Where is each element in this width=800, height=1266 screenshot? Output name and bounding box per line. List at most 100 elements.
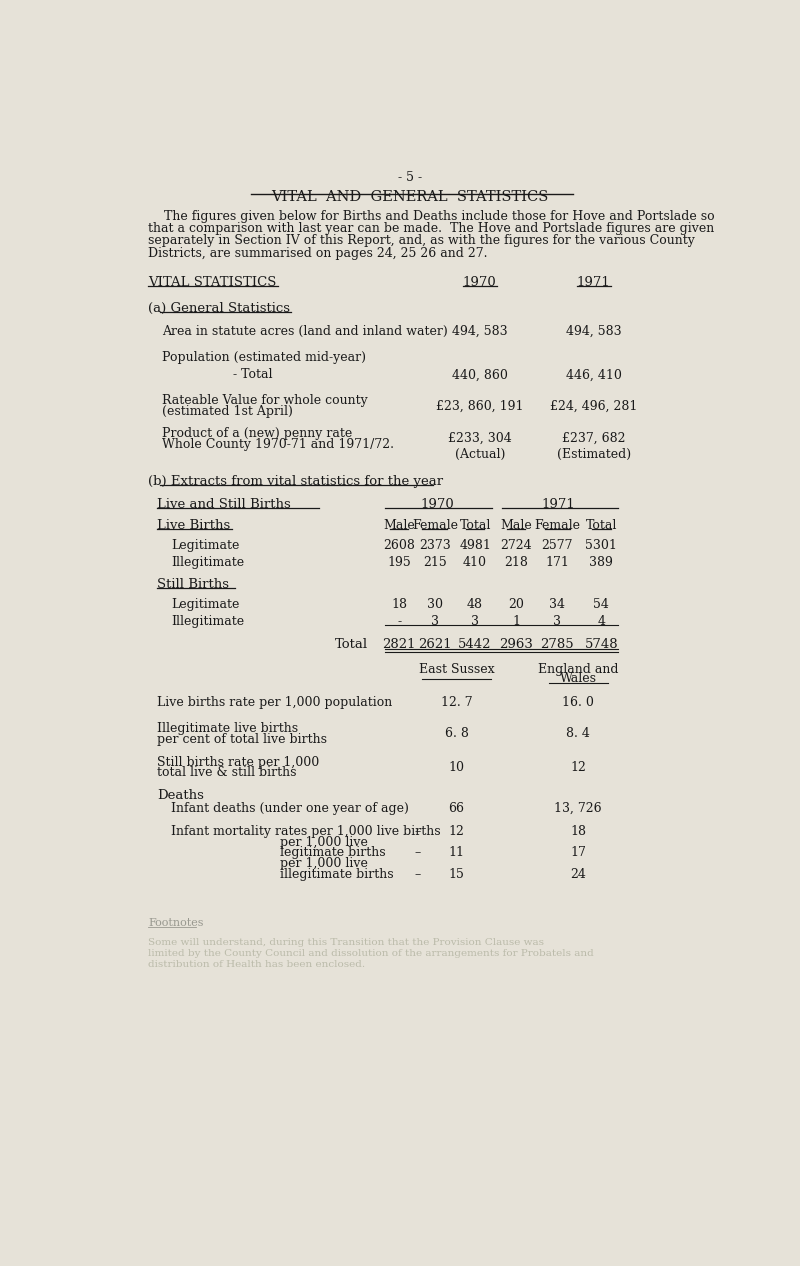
Text: 48: 48 [467,598,483,610]
Text: VITAL  AND  GENERAL  STATISTICS: VITAL AND GENERAL STATISTICS [271,190,549,204]
Text: 2724: 2724 [500,539,532,552]
Text: Female: Female [412,519,458,532]
Text: Deaths: Deaths [158,790,204,803]
Text: 3: 3 [471,615,479,628]
Text: 410: 410 [463,556,487,570]
Text: (b) Extracts from vital statistics for the year: (b) Extracts from vital statistics for t… [148,475,443,487]
Text: Total: Total [459,519,490,532]
Text: 1: 1 [512,615,520,628]
Text: that a comparison with last year can be made.  The Hove and Portslade figures ar: that a comparison with last year can be … [148,222,714,235]
Text: per 1,000 live: per 1,000 live [280,836,368,848]
Text: Still Births: Still Births [158,577,230,591]
Text: 4981: 4981 [459,539,491,552]
Text: 12: 12 [570,761,586,774]
Text: separately in Section IV of this Report, and, as with the figures for the variou: separately in Section IV of this Report,… [148,234,695,247]
Text: Population (estimated mid-year): Population (estimated mid-year) [162,352,366,365]
Text: 2785: 2785 [541,638,574,651]
Text: 16. 0: 16. 0 [562,695,594,709]
Text: 215: 215 [423,556,446,570]
Text: Still births rate per 1,000: Still births rate per 1,000 [158,756,320,768]
Text: –: – [414,847,421,860]
Text: 2621: 2621 [418,638,452,651]
Text: Infant deaths (under one year of age): Infant deaths (under one year of age) [171,801,409,815]
Text: total live & still births: total live & still births [158,766,297,780]
Text: - 5 -: - 5 - [398,171,422,184]
Text: 5301: 5301 [586,539,618,552]
Text: - Total: - Total [233,368,272,381]
Text: 6. 8: 6. 8 [445,727,469,741]
Text: 2577: 2577 [542,539,573,552]
Text: Legitimate: Legitimate [171,539,240,552]
Text: Male: Male [500,519,532,532]
Text: distribution of Health has been enclosed.: distribution of Health has been enclosed… [148,960,365,968]
Text: £233, 304: £233, 304 [448,432,512,446]
Text: £23, 860, 191: £23, 860, 191 [436,400,523,413]
Text: The figures given below for Births and Deaths include those for Hove and Portsla: The figures given below for Births and D… [148,210,714,223]
Text: 54: 54 [594,598,610,610]
Text: 8. 4: 8. 4 [566,727,590,741]
Text: Wales: Wales [560,672,597,685]
Text: 13, 726: 13, 726 [554,801,602,815]
Text: Districts, are summarised on pages 24, 25 26 and 27.: Districts, are summarised on pages 24, 2… [148,247,487,260]
Text: 195: 195 [387,556,411,570]
Text: Illegitimate live births: Illegitimate live births [158,722,298,734]
Text: 18: 18 [570,825,586,838]
Text: 389: 389 [590,556,614,570]
Text: 1970: 1970 [420,498,454,510]
Text: 171: 171 [546,556,569,570]
Text: Rateable Value for whole county: Rateable Value for whole county [162,395,368,408]
Text: (a) General Statistics: (a) General Statistics [148,303,290,315]
Text: per 1,000 live: per 1,000 live [280,857,368,870]
Text: Some will understand, during this Transition that the Provision Clause was: Some will understand, during this Transi… [148,938,544,947]
Text: England and: England and [538,663,618,676]
Text: (estimated 1st April): (estimated 1st April) [162,405,293,418]
Text: 1971: 1971 [577,276,610,289]
Text: –: – [414,868,421,881]
Text: illegitimate births: illegitimate births [280,868,394,881]
Text: Female: Female [534,519,580,532]
Text: 1971: 1971 [542,498,576,510]
Text: legitimate births: legitimate births [280,847,386,860]
Text: 15: 15 [449,868,465,881]
Text: 494, 583: 494, 583 [452,325,507,338]
Text: Total: Total [335,638,368,651]
Text: 2373: 2373 [419,539,450,552]
Text: 2608: 2608 [383,539,415,552]
Text: Live births rate per 1,000 population: Live births rate per 1,000 population [158,695,393,709]
Text: Infant mortality rates per 1,000 live births: Infant mortality rates per 1,000 live bi… [171,825,441,838]
Text: Male: Male [383,519,415,532]
Text: limited by the County Council and dissolution of the arrangements for Probatels : limited by the County Council and dissol… [148,950,594,958]
Text: £237, 682: £237, 682 [562,432,626,446]
Text: VITAL STATISTICS: VITAL STATISTICS [148,276,277,289]
Text: Illegitimate: Illegitimate [171,615,245,628]
Text: Product of a (new) penny rate: Product of a (new) penny rate [162,427,352,439]
Text: –: – [414,825,421,838]
Text: Live and Still Births: Live and Still Births [158,498,291,510]
Text: East Sussex: East Sussex [418,663,494,676]
Text: 440, 860: 440, 860 [452,368,508,381]
Text: 17: 17 [570,847,586,860]
Text: 30: 30 [427,598,443,610]
Text: 18: 18 [391,598,407,610]
Text: Whole County 1970-71 and 1971/72.: Whole County 1970-71 and 1971/72. [162,438,394,451]
Text: 24: 24 [570,868,586,881]
Text: (Estimated): (Estimated) [557,448,630,461]
Text: 4: 4 [598,615,606,628]
Text: 494, 583: 494, 583 [566,325,622,338]
Text: 2821: 2821 [382,638,416,651]
Text: 10: 10 [449,761,465,774]
Text: 11: 11 [449,847,465,860]
Text: 3: 3 [554,615,562,628]
Text: -: - [397,615,402,628]
Text: 446, 410: 446, 410 [566,368,622,381]
Text: Footnotes: Footnotes [148,918,203,928]
Text: (Actual): (Actual) [454,448,505,461]
Text: 2963: 2963 [499,638,533,651]
Text: 34: 34 [550,598,566,610]
Text: Legitimate: Legitimate [171,598,240,610]
Text: 5748: 5748 [585,638,618,651]
Text: 218: 218 [504,556,528,570]
Text: Total: Total [586,519,617,532]
Text: per cent of total live births: per cent of total live births [158,733,327,746]
Text: 66: 66 [449,801,465,815]
